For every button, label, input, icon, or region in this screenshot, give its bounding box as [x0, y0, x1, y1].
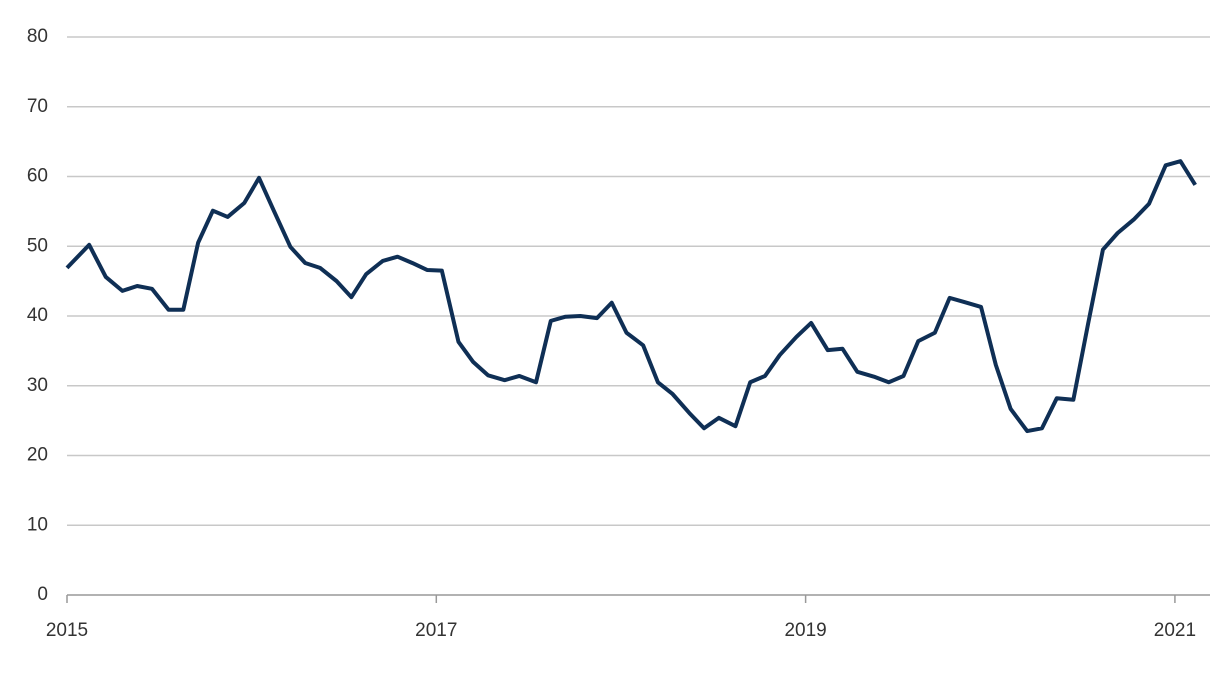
y-tick-label: 30 — [27, 375, 48, 396]
y-tick-label: 70 — [27, 96, 48, 117]
y-tick-label: 0 — [37, 584, 48, 605]
line — [65, 159, 1197, 434]
x-tick-label: 2019 — [784, 620, 826, 641]
x-tick-label: 2017 — [415, 620, 457, 641]
y-tick-label: 60 — [27, 166, 48, 187]
x-tick-label: 2021 — [1154, 620, 1196, 641]
x-tick-label: 2015 — [46, 620, 88, 641]
y-tick-label: 50 — [27, 235, 48, 256]
y-tick-label: 80 — [27, 26, 48, 47]
y-tick-label: 40 — [27, 305, 48, 326]
y-tick-label: 20 — [27, 445, 48, 466]
y-tick-label: 10 — [27, 514, 48, 535]
